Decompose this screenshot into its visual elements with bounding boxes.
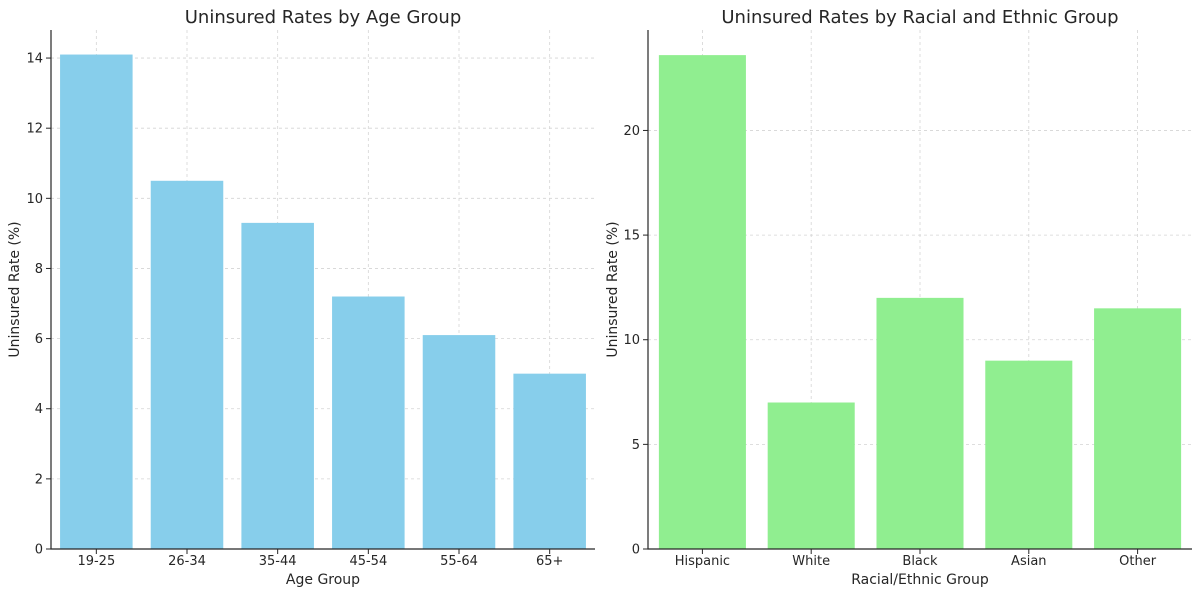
race-yaxis-label: Uninsured Rate (%) [605,221,621,357]
age-xtick-label: 19-25 [77,554,115,569]
race-bar-asian [985,360,1073,549]
race-xtick-label: Black [902,554,938,569]
race-ytick-label: 20 [623,124,640,139]
age-xtick-label: 45-54 [349,554,387,569]
race-bar-other [1094,308,1182,549]
age-bar-26-34 [150,180,224,550]
race-xtick-label: Other [1119,554,1157,569]
age-chart-panel: 0 2 4 6 8 10 12 14 19-25 26-34 35-44 45-54 55-64 65+ U… [7,7,595,588]
race-xtick-label: Asian [1011,554,1046,569]
race-bar-white [767,402,855,549]
age-ytick-label: 10 [26,192,43,207]
race-ytick-label: 0 [632,543,640,558]
age-xtick-label: 26-34 [168,554,206,569]
race-xtick-label: White [792,554,830,569]
age-yaxis-label: Uninsured Rate (%) [7,221,23,357]
race-ytick-label: 10 [623,333,640,348]
age-bar-45-54 [332,296,405,549]
race-bar-hispanic [658,55,746,549]
age-bar-55-64 [422,335,496,549]
race-bar-black [876,297,964,549]
age-ytick-label: 6 [35,332,43,347]
age-xtick-label: 65+ [536,554,563,569]
race-ytick-label: 5 [632,438,640,453]
age-bar-19-25 [60,54,133,549]
race-xtick-label: Hispanic [675,554,730,569]
age-xtick-label: 55-64 [440,554,478,569]
age-bar-35-44 [241,222,314,549]
race-xaxis-label: Racial/Ethnic Group [851,572,989,588]
race-chart-panel: 0 5 10 15 20 Hispanic White Black Asian Other Unin… [605,7,1192,588]
race-chart-title: Uninsured Rates by Racial and Ethnic Gro… [721,7,1118,28]
age-ytick-label: 0 [35,543,43,558]
age-xaxis-label: Age Group [286,572,360,588]
age-ytick-label: 2 [35,472,43,487]
age-ytick-label: 14 [26,52,43,67]
age-ytick-label: 4 [35,402,43,417]
age-xtick-label: 35-44 [259,554,297,569]
age-ytick-label: 12 [26,122,43,137]
age-chart-title: Uninsured Rates by Age Group [185,7,462,28]
race-ytick-label: 15 [623,229,640,244]
age-bar-65- [513,373,586,549]
age-ytick-label: 8 [35,262,43,277]
